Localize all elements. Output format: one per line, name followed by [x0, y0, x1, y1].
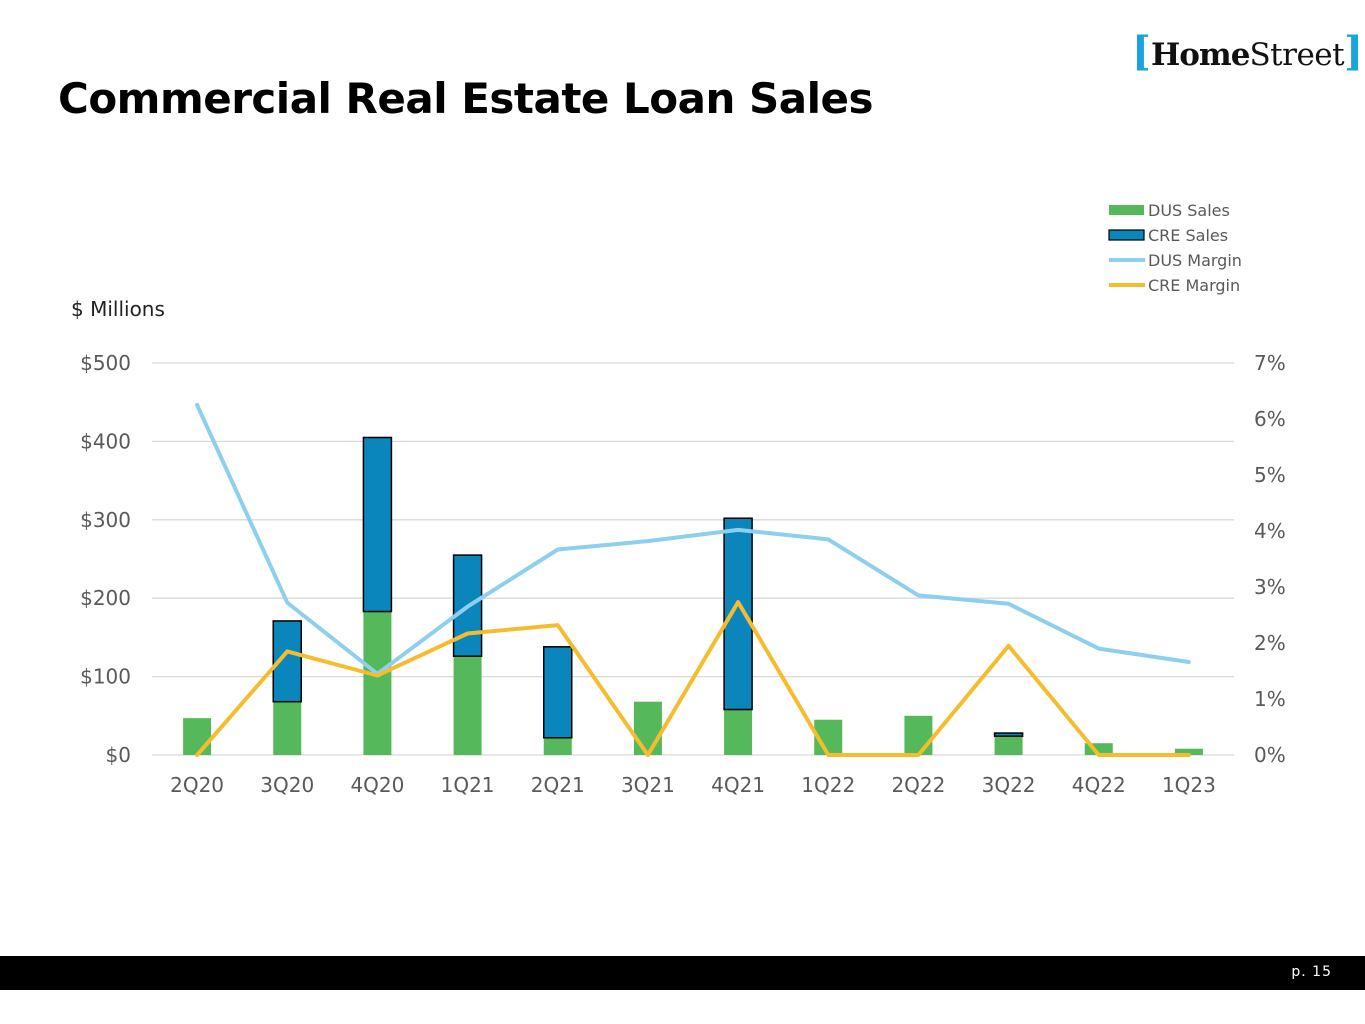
bar-dus-sales: [1084, 743, 1113, 755]
x-tick-label: 3Q20: [260, 773, 314, 797]
logo-text-light: Street: [1249, 37, 1345, 73]
x-tick-label: 4Q22: [1072, 773, 1126, 797]
bar-dus-sales: [994, 736, 1023, 755]
bar-cre-sales: [993, 732, 1024, 737]
y-right-tick-label: 4%: [1254, 519, 1286, 543]
y-left-tick-label: $0: [106, 743, 131, 767]
logo-left-bracket: [: [1132, 28, 1151, 75]
bar-dus-sales: [633, 701, 662, 755]
loan-sales-chart: $0 $100 $200 $300 $400 $500 0% 1% 2% 3% 4% 5% 6% 7% 2Q…: [80, 201, 1286, 797]
x-tick-label: 1Q21: [441, 773, 495, 797]
page-number: p. 15: [1291, 964, 1332, 980]
bar-dus-sales: [1174, 748, 1203, 755]
logo-text-bold: Home: [1150, 37, 1250, 73]
y-right-tick-label: 6%: [1254, 407, 1286, 431]
y-left-tick-label: $500: [80, 351, 131, 375]
bar-dus-sales: [183, 718, 212, 755]
bar-dus-sales: [453, 656, 482, 755]
bar-cre-sales: [723, 517, 753, 711]
y-right-tick-label: 3%: [1254, 575, 1286, 599]
x-tick-label: 2Q21: [531, 773, 585, 797]
x-tick-label: 4Q20: [350, 773, 404, 797]
homestreet-logo: [HomeStreet]: [1132, 30, 1363, 77]
line-cre-margin: [195, 600, 1191, 757]
legend-label: CRE Sales: [1148, 226, 1228, 245]
bar-cre-sales: [362, 436, 393, 613]
legend-label: DUS Margin: [1148, 251, 1242, 270]
x-tick-label: 1Q23: [1162, 773, 1216, 797]
page-title: Commercial Real Estate Loan Sales: [58, 74, 874, 123]
legend-label: CRE Margin: [1148, 276, 1240, 295]
legend-swatch: [1108, 229, 1145, 241]
footer-bar: p. 15: [0, 956, 1365, 990]
bar-dus-sales: [273, 701, 302, 755]
x-tick-label: 2Q22: [891, 773, 945, 797]
bar-dus-sales: [904, 715, 933, 755]
y-right-tick-label: 7%: [1254, 351, 1286, 375]
y-right-tick-label: 1%: [1254, 687, 1286, 711]
legend-swatch: [1109, 205, 1144, 215]
x-tick-label: 2Q20: [170, 773, 224, 797]
x-tick-label: 3Q21: [621, 773, 675, 797]
y-left-tick-label: $300: [80, 508, 131, 532]
y-left-tick-label: $400: [80, 429, 131, 453]
bar-dus-sales: [543, 737, 572, 755]
logo-right-bracket: ]: [1344, 28, 1364, 75]
line-dus-margin: [195, 403, 1191, 676]
bar-dus-sales: [724, 709, 753, 755]
y-left-tick-label: $200: [80, 586, 131, 610]
bar-dus-sales: [363, 611, 392, 755]
y-left-tick-label: $100: [80, 665, 131, 689]
x-tick-label: 3Q22: [982, 773, 1036, 797]
y-right-tick-label: 0%: [1254, 743, 1286, 767]
legend-label: DUS Sales: [1148, 201, 1230, 220]
bar-cre-sales: [543, 646, 573, 739]
y-axis-units-label: $ Millions: [71, 297, 165, 321]
x-tick-label: 4Q21: [711, 773, 765, 797]
x-tick-label: 1Q22: [801, 773, 855, 797]
y-right-tick-label: 2%: [1254, 631, 1286, 655]
y-right-tick-label: 5%: [1254, 463, 1286, 487]
